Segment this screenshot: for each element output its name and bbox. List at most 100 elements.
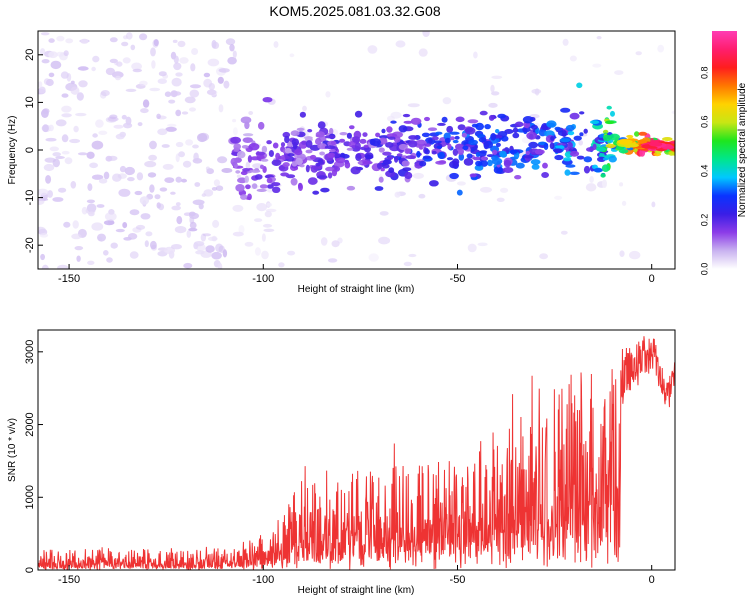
noise-blob xyxy=(418,193,426,199)
colorbar-tick-label: 0.0 xyxy=(699,263,709,276)
noise-blob xyxy=(98,130,108,135)
signal-blob xyxy=(446,157,454,161)
x-tick-label: -100 xyxy=(252,574,274,586)
signal-blob xyxy=(282,162,290,168)
noise-blob xyxy=(186,230,192,238)
noise-blob xyxy=(191,48,199,55)
signal-blob xyxy=(590,120,600,124)
noise-blob xyxy=(442,97,452,105)
signal-blob xyxy=(241,145,249,149)
signal-blob xyxy=(267,184,274,189)
signal-blob xyxy=(398,125,408,133)
signal-blob xyxy=(325,166,335,172)
noise-blob xyxy=(379,211,389,216)
signal-blob xyxy=(256,188,267,192)
signal-blob xyxy=(449,131,460,135)
colorbar-ticks: 0.0 0.2 0.4 0.6 0.8 xyxy=(699,66,709,275)
noise-blob xyxy=(129,209,140,216)
y-tick-label: 2000 xyxy=(24,412,36,436)
noise-blob xyxy=(109,37,118,43)
signal-blob xyxy=(639,149,646,157)
signal-blob xyxy=(543,142,549,150)
noise-blob xyxy=(175,202,181,207)
signal-blob xyxy=(419,160,427,167)
signal-blob xyxy=(583,156,593,163)
signal-blob xyxy=(583,128,588,134)
signal-blob xyxy=(563,157,572,162)
noise-blob xyxy=(78,80,88,88)
signal-blob xyxy=(266,177,273,184)
noise-blob xyxy=(585,183,597,192)
signal-blob xyxy=(324,145,336,150)
noise-blob xyxy=(171,91,182,96)
signal-blob xyxy=(244,175,249,183)
signal-blob xyxy=(307,129,313,133)
signal-blob xyxy=(514,121,524,128)
noise-blob xyxy=(368,253,379,262)
noise-blob xyxy=(287,250,296,256)
signal-blob xyxy=(404,171,413,180)
signal-blob xyxy=(240,116,252,124)
signal-blob xyxy=(475,152,481,157)
signal-blob xyxy=(242,133,254,137)
snr-y-label: SNR (10 * v/v) xyxy=(7,418,18,482)
signal-blob xyxy=(564,169,571,176)
noise-blob xyxy=(114,60,119,66)
noise-blob xyxy=(198,132,210,142)
noise-blob xyxy=(217,156,228,164)
noise-blob xyxy=(215,243,224,253)
signal-blob xyxy=(444,137,451,144)
signal-blob xyxy=(569,171,580,175)
signal-blob xyxy=(260,164,264,169)
noise-blob xyxy=(621,200,627,206)
signal-blob xyxy=(386,126,393,133)
noise-blob xyxy=(156,113,161,120)
noise-blob xyxy=(189,221,197,229)
noise-blob xyxy=(473,51,478,59)
noise-blob xyxy=(122,222,128,229)
signal-blob xyxy=(424,143,431,147)
noise-blob xyxy=(192,144,199,149)
noise-blob xyxy=(467,243,477,253)
signal-blob xyxy=(346,185,356,191)
noise-blob xyxy=(403,261,412,267)
signal-blob xyxy=(305,149,313,154)
signal-blob xyxy=(436,145,443,149)
noise-blob xyxy=(175,176,182,183)
colorbar-tick-label: 0.6 xyxy=(699,116,709,129)
noise-blob xyxy=(614,70,624,75)
signal-blob xyxy=(602,134,612,141)
signal-blob xyxy=(403,120,413,124)
signal-blob xyxy=(567,131,575,136)
noise-blob xyxy=(418,48,428,57)
noise-blob xyxy=(256,203,268,212)
signal-blob xyxy=(427,127,438,131)
colorbar: 0.0 0.2 0.4 0.6 0.8 Normalized spectral ampl… xyxy=(699,31,748,275)
noise-blob xyxy=(159,187,168,192)
noise-blob xyxy=(69,138,81,144)
noise-blob xyxy=(149,184,155,193)
noise-blob xyxy=(97,233,106,242)
noise-blob xyxy=(87,260,95,265)
signal-blob xyxy=(462,145,469,151)
signal-blob xyxy=(464,127,476,135)
signal-blob xyxy=(561,130,567,137)
noise-blob xyxy=(96,204,105,208)
signal-blob xyxy=(463,158,474,166)
noise-blob xyxy=(38,198,45,205)
noise-blob xyxy=(158,71,167,77)
noise-blob xyxy=(211,251,222,260)
signal-blob xyxy=(258,121,265,130)
noise-blob xyxy=(651,201,656,208)
noise-blob xyxy=(327,258,338,263)
snr-x-label: Height of straight line (km) xyxy=(298,585,415,596)
signal-blob xyxy=(583,165,591,174)
signal-blob xyxy=(385,142,394,148)
signal-blob xyxy=(457,148,464,156)
signal-blob xyxy=(339,132,348,136)
signal-blob xyxy=(474,164,484,171)
signal-core-blob xyxy=(648,142,663,147)
noise-blob xyxy=(289,53,295,58)
noise-blob xyxy=(225,38,236,46)
noise-blob xyxy=(168,99,176,104)
